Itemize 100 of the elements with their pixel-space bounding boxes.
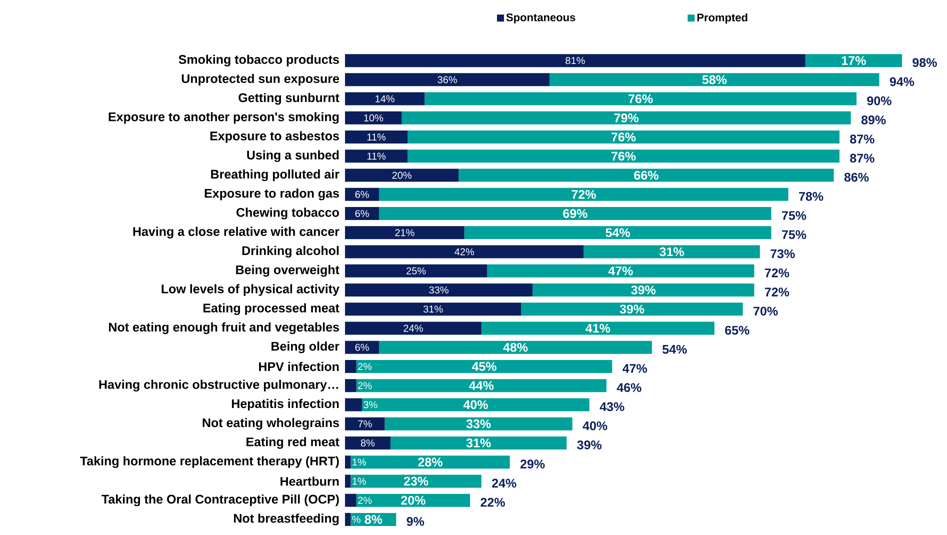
total-label: 78% [799, 192, 824, 201]
data-label: 31% [660, 247, 684, 256]
bar [805, 54, 902, 68]
data-label: 36% [438, 76, 457, 84]
data-label: 81% [566, 57, 585, 64]
data-label: 2% [358, 382, 372, 390]
data-label: 66% [634, 170, 658, 180]
data-label: % [352, 516, 360, 523]
data-label: 28% [418, 458, 442, 466]
data-label: 11% [367, 152, 386, 160]
y-tick-label: Not eating wholegrains [202, 418, 339, 430]
y-tick-label: Unprotected sun exposure [182, 74, 340, 86]
bar [345, 284, 533, 296]
total-label: 24% [492, 478, 516, 488]
total-label: 87% [850, 134, 874, 144]
bar [345, 302, 522, 316]
data-label: 11% [367, 134, 386, 141]
bar [345, 168, 459, 182]
bar [345, 494, 356, 507]
total-label: 89% [861, 116, 886, 124]
data-label: 20% [392, 172, 412, 179]
bar [390, 436, 567, 450]
legend-label: Spontaneous [506, 13, 576, 24]
data-label: 3% [364, 401, 378, 408]
total-label: 94% [890, 77, 914, 86]
data-label: 41% [586, 324, 610, 333]
data-label: 2% [358, 496, 372, 504]
data-label: 76% [612, 132, 636, 142]
bar [550, 73, 880, 86]
y-tick-label: Eating processed meat [203, 303, 340, 315]
y-tick-label: Exposure to another person's smoking [108, 112, 339, 124]
bar [345, 456, 351, 469]
y-tick-label: Chewing tobacco [236, 208, 339, 220]
bar [362, 398, 590, 412]
data-label: 6% [355, 344, 369, 351]
bar [384, 417, 572, 430]
bar [345, 264, 488, 278]
y-tick-label: Breathing polluted air [211, 169, 340, 182]
total-label: 90% [867, 96, 892, 106]
data-label: 24% [404, 324, 423, 332]
total-label: 65% [725, 326, 750, 335]
bar [356, 494, 470, 507]
bar [345, 474, 351, 488]
data-label: 2% [358, 362, 372, 370]
data-label: 6% [355, 190, 369, 198]
y-tick-label: Being overweight [236, 265, 340, 277]
data-label: 6% [355, 210, 369, 218]
y-tick-label: Eating red meat [246, 437, 340, 449]
data-label: 44% [469, 381, 494, 390]
bar [345, 322, 482, 335]
bar [408, 130, 840, 144]
y-tick-label: Being older [272, 342, 340, 354]
total-label: 72% [764, 288, 790, 296]
bar [345, 512, 351, 526]
bar [584, 245, 760, 258]
total-label: 70% [754, 306, 778, 316]
bar [350, 456, 510, 469]
bar [402, 111, 851, 124]
bar [345, 398, 362, 412]
total-label: 43% [600, 402, 624, 412]
data-label: 76% [612, 152, 636, 161]
total-label: 86% [844, 172, 869, 182]
data-label: 1% [352, 458, 366, 466]
bar [379, 207, 772, 220]
total-label: 75% [782, 211, 806, 220]
bar [345, 92, 425, 106]
bar [408, 150, 840, 163]
bar [521, 302, 743, 316]
bar [345, 360, 356, 373]
total-label: 9% [406, 517, 424, 526]
bar [345, 188, 380, 201]
data-label: 1% [352, 478, 366, 485]
total-label: 73% [770, 249, 795, 258]
y-tick-label: Hepatitis infection [232, 398, 339, 411]
bar [345, 111, 402, 124]
y-tick-label: Smoking tobacco products [178, 54, 339, 66]
bar [345, 150, 408, 163]
bar [464, 226, 772, 240]
data-label: 42% [454, 248, 474, 256]
data-label: 47% [608, 266, 633, 276]
bar [481, 322, 714, 335]
data-label: 45% [472, 362, 496, 371]
bar [379, 340, 652, 354]
y-tick-label: Exposure to radon gas [204, 188, 339, 200]
data-label: 7% [358, 420, 372, 428]
bar [345, 54, 806, 68]
bar [356, 360, 612, 373]
total-label: 39% [577, 440, 602, 450]
data-label: 21% [395, 229, 414, 236]
data-label: 20% [401, 496, 426, 505]
legend-label: Prompted [697, 13, 748, 24]
data-label: 31% [466, 438, 491, 448]
data-label: 79% [614, 114, 639, 122]
bar [379, 188, 788, 201]
total-label: 47% [622, 364, 648, 373]
total-label: 54% [662, 344, 687, 354]
data-label: 39% [631, 286, 656, 294]
bar [345, 130, 408, 144]
y-tick-label: Getting sunburnt [238, 92, 340, 105]
data-label: 17% [842, 56, 866, 65]
